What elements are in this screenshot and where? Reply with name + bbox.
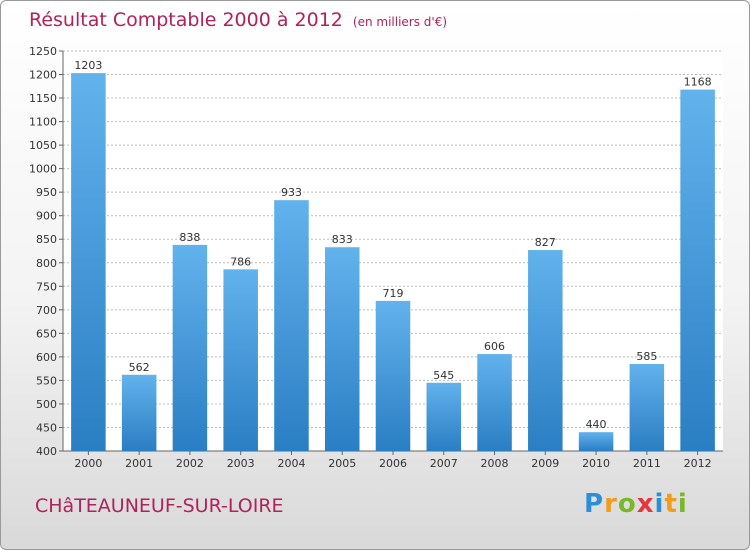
x-tick-label: 2005 bbox=[328, 457, 356, 470]
bar bbox=[426, 382, 462, 451]
y-tick-label: 650 bbox=[36, 327, 57, 340]
bar-value-label: 606 bbox=[484, 340, 505, 353]
x-tick-label: 2012 bbox=[684, 457, 712, 470]
bar bbox=[578, 432, 614, 451]
y-tick-label: 500 bbox=[36, 398, 57, 411]
bar-value-label: 786 bbox=[230, 255, 251, 268]
chart-title-text: Résultat Comptable 2000 à 2012 bbox=[29, 9, 343, 31]
y-tick-label: 1250 bbox=[29, 45, 57, 58]
bar-value-label: 827 bbox=[535, 236, 556, 249]
bar-value-label: 719 bbox=[383, 287, 404, 300]
bar bbox=[121, 374, 157, 451]
y-tick-label: 1100 bbox=[29, 116, 57, 129]
y-tick-label: 550 bbox=[36, 374, 57, 387]
commune-name: CHâTEAUNEUF-SUR-LOIRE bbox=[35, 495, 284, 517]
logo-letter: r bbox=[604, 489, 618, 519]
y-tick-label: 1150 bbox=[29, 92, 57, 105]
x-tick-label: 2010 bbox=[582, 457, 610, 470]
bar-value-label: 1168 bbox=[684, 76, 712, 89]
bar bbox=[324, 247, 360, 451]
chart-subtitle: (en milliers d'€) bbox=[352, 15, 448, 29]
bar-value-label: 562 bbox=[129, 361, 150, 374]
y-tick-label: 400 bbox=[36, 445, 57, 458]
bar bbox=[375, 300, 411, 451]
bar-value-label: 585 bbox=[636, 350, 657, 363]
bar bbox=[629, 363, 665, 451]
bar bbox=[223, 269, 258, 451]
x-tick-label: 2000 bbox=[74, 457, 102, 470]
y-tick-label: 850 bbox=[36, 233, 57, 246]
x-tick-label: 2006 bbox=[379, 457, 407, 470]
bar-value-label: 933 bbox=[281, 186, 302, 199]
y-tick-label: 1000 bbox=[29, 163, 57, 176]
y-tick-label: 950 bbox=[36, 186, 57, 199]
x-tick-label: 2001 bbox=[125, 457, 153, 470]
bar-value-label: 838 bbox=[179, 231, 200, 244]
y-tick-label: 1050 bbox=[29, 139, 57, 152]
bar-value-label: 1203 bbox=[74, 59, 102, 72]
logo-letter: o bbox=[617, 489, 637, 519]
chart-title: Résultat Comptable 2000 à 2012 (en millie… bbox=[29, 9, 447, 31]
x-tick-label: 2008 bbox=[481, 457, 509, 470]
x-tick-label: 2011 bbox=[633, 457, 661, 470]
x-tick-label: 2007 bbox=[430, 457, 458, 470]
y-tick-label: 450 bbox=[36, 421, 57, 434]
bar-value-label: 545 bbox=[433, 369, 454, 382]
y-tick-label: 800 bbox=[36, 257, 57, 270]
x-tick-label: 2002 bbox=[176, 457, 204, 470]
x-tick-label: 2003 bbox=[227, 457, 255, 470]
logo-letter: t bbox=[664, 489, 678, 519]
x-tick-label: 2009 bbox=[531, 457, 559, 470]
x-tick-label: 2004 bbox=[277, 457, 305, 470]
proxiti-logo: Proxiti bbox=[584, 489, 688, 519]
bar bbox=[71, 73, 106, 451]
logo-letter: i bbox=[654, 489, 665, 519]
y-tick-label: 750 bbox=[36, 280, 57, 293]
logo-letter: P bbox=[584, 489, 605, 519]
y-tick-label: 700 bbox=[36, 304, 57, 317]
bar bbox=[477, 354, 512, 451]
bar-value-label: 440 bbox=[586, 418, 607, 431]
bar bbox=[274, 200, 309, 451]
y-tick-label: 900 bbox=[36, 210, 57, 223]
bar bbox=[528, 250, 563, 451]
y-tick-label: 600 bbox=[36, 351, 57, 364]
bar bbox=[172, 244, 208, 451]
bar bbox=[680, 89, 715, 452]
logo-letter: i bbox=[677, 489, 688, 519]
logo-letter: x bbox=[636, 489, 655, 519]
y-tick-label: 1200 bbox=[29, 69, 57, 82]
bar-value-label: 833 bbox=[332, 233, 353, 246]
